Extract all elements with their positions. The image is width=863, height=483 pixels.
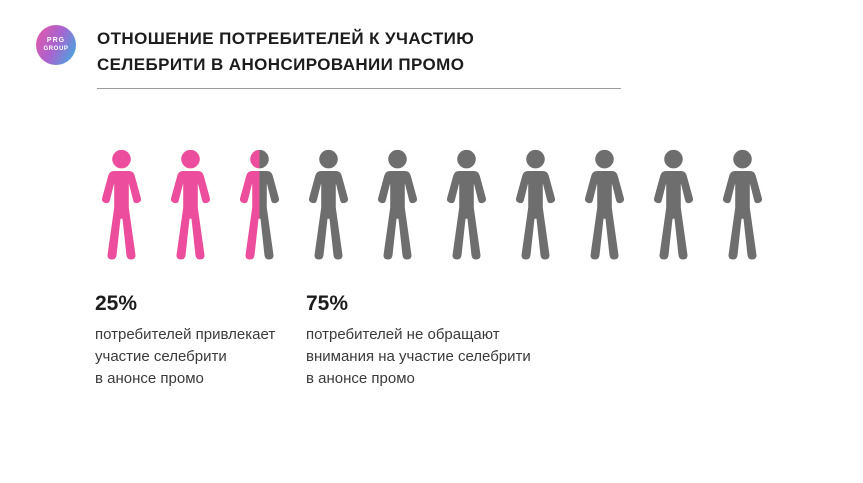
person-icon [653, 149, 694, 260]
person-icon [239, 149, 280, 260]
stat-desc-line: потребителей привлекает [95, 326, 276, 343]
stat-desc-line: участие селебрити [95, 347, 227, 365]
person-icon [101, 149, 142, 260]
stat-desc-line: внимания на участие селебрити [306, 347, 531, 365]
person-icon [308, 149, 349, 260]
stat-value-75: 75% [306, 292, 349, 315]
stat-value-25: 25% [95, 292, 138, 315]
prg-group-logo: PRG GROUP [36, 25, 76, 65]
person-icon [377, 149, 418, 260]
person-icon [584, 149, 625, 260]
stat-desc-line: в анонсе промо [95, 369, 204, 387]
person-icon [170, 149, 211, 260]
figure-row [95, 149, 769, 262]
page-title-line2: СЕЛЕБРИТИ В АНОНСИРОВАНИИ ПРОМО [97, 55, 465, 75]
logo-text-line1: PRG [46, 37, 66, 45]
stat-block-75: 75% потребителей не обращают внимания на… [306, 292, 531, 389]
stat-desc-line: в анонсе промо [306, 369, 415, 387]
title-divider [97, 88, 621, 89]
stat-block-25: 25% потребителей привлекает участие селе… [95, 292, 275, 389]
page-title: ОТНОШЕНИЕ ПОТРЕБИТЕЛЕЙ К УЧАСТИЮ СЕЛЕБРИ… [97, 26, 474, 79]
stat-desc-line: потребителей не обращают [306, 326, 500, 343]
person-icon [515, 149, 556, 260]
person-icon [446, 149, 487, 260]
logo-text-line2: GROUP [43, 45, 69, 52]
page-title-line1: ОТНОШЕНИЕ ПОТРЕБИТЕЛЕЙ К УЧАСТИЮ [97, 29, 475, 48]
person-icon [722, 149, 763, 260]
